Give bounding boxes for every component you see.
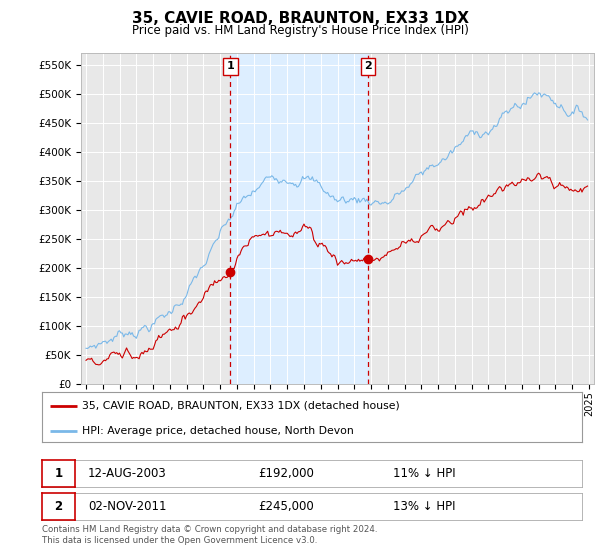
Text: 13% ↓ HPI: 13% ↓ HPI — [393, 500, 455, 513]
Text: 12-AUG-2003: 12-AUG-2003 — [88, 467, 167, 480]
Text: 1: 1 — [55, 467, 62, 480]
Text: 2: 2 — [55, 500, 62, 513]
Text: 35, CAVIE ROAD, BRAUNTON, EX33 1DX: 35, CAVIE ROAD, BRAUNTON, EX33 1DX — [131, 11, 469, 26]
Text: £245,000: £245,000 — [258, 500, 314, 513]
Text: 1: 1 — [227, 62, 235, 72]
Text: 2: 2 — [364, 62, 372, 72]
Text: Price paid vs. HM Land Registry's House Price Index (HPI): Price paid vs. HM Land Registry's House … — [131, 24, 469, 36]
Text: HPI: Average price, detached house, North Devon: HPI: Average price, detached house, Nort… — [83, 426, 354, 436]
Text: £192,000: £192,000 — [258, 467, 314, 480]
Text: 11% ↓ HPI: 11% ↓ HPI — [393, 467, 455, 480]
Text: 02-NOV-2011: 02-NOV-2011 — [88, 500, 166, 513]
Text: Contains HM Land Registry data © Crown copyright and database right 2024.
This d: Contains HM Land Registry data © Crown c… — [42, 525, 377, 545]
Text: 35, CAVIE ROAD, BRAUNTON, EX33 1DX (detached house): 35, CAVIE ROAD, BRAUNTON, EX33 1DX (deta… — [83, 400, 400, 410]
Bar — [230, 53, 368, 384]
